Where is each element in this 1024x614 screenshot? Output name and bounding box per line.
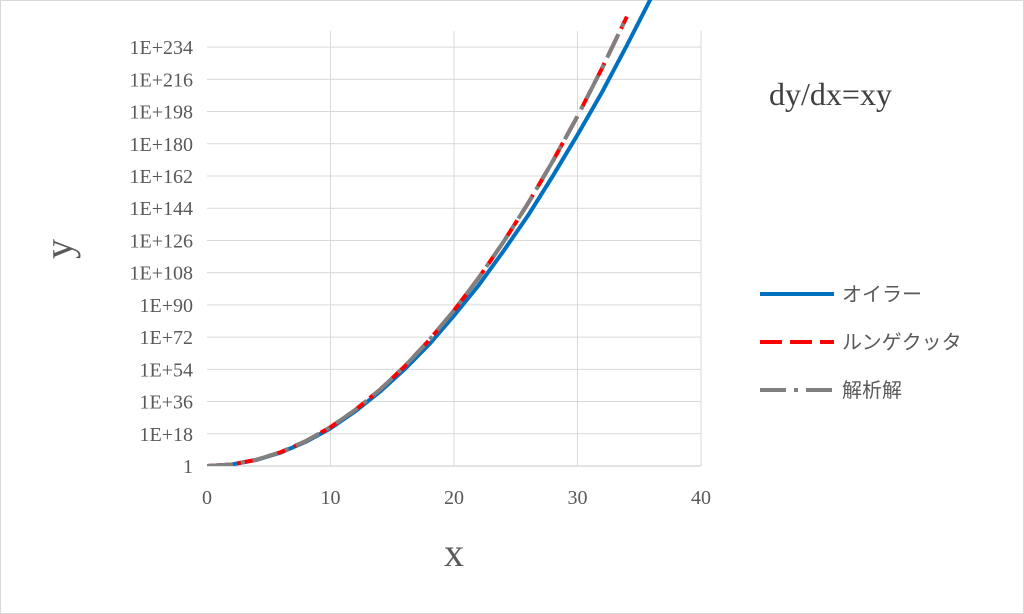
- y-tick-label: 1E+198: [130, 102, 194, 124]
- y-tick-label: 1: [183, 456, 193, 478]
- y-tick-label: 1E+36: [140, 392, 194, 414]
- y-tick-label: 1E+54: [140, 359, 194, 381]
- legend: オイラー ルンゲクッタ 解析解: [760, 282, 962, 402]
- y-tick-label: 1E+234: [130, 37, 194, 59]
- y-tick-label: 1E+126: [130, 230, 194, 252]
- legend-item-euler: オイラー: [760, 282, 922, 306]
- x-tick-label: 10: [321, 487, 341, 509]
- legend-label-euler: オイラー: [842, 282, 922, 306]
- series-lines: [207, 0, 653, 466]
- y-tick-label: 1E+90: [140, 295, 194, 317]
- legend-label-runge-kutta: ルンゲクッタ: [842, 330, 962, 354]
- x-tick-label: 30: [568, 487, 588, 509]
- x-tick-label: 40: [691, 487, 711, 509]
- y-tick-label: 1E+180: [130, 134, 194, 156]
- y-tick-label: 1E+18: [140, 424, 194, 446]
- legend-item-runge-kutta: ルンゲクッタ: [760, 330, 962, 354]
- y-tick-label: 1E+216: [130, 69, 194, 91]
- legend-item-analytic: 解析解: [760, 378, 902, 402]
- x-axis-title: x: [444, 530, 464, 575]
- y-axis-title: y: [36, 239, 81, 259]
- grid-lines: [207, 31, 702, 466]
- y-tick-label: 1E+72: [140, 327, 194, 349]
- y-tick-label: 1E+108: [130, 263, 194, 285]
- y-tick-label: 1E+162: [130, 166, 194, 188]
- series-line-2: [207, 15, 629, 466]
- y-tick-label: 1E+144: [130, 198, 194, 220]
- chart-title: dy/dx=xy: [769, 76, 892, 112]
- x-tick-labels: 0 10 20 30 40: [202, 487, 711, 509]
- legend-label-analytic: 解析解: [842, 378, 902, 402]
- series-line-1: [207, 15, 629, 466]
- x-tick-label: 0: [202, 487, 212, 509]
- x-tick-label: 20: [444, 487, 464, 509]
- series-line-0: [207, 0, 653, 466]
- y-tick-labels: 1 1E+18 1E+36 1E+54 1E+72 1E+90 1E+108 1E+126 1E…: [130, 37, 194, 478]
